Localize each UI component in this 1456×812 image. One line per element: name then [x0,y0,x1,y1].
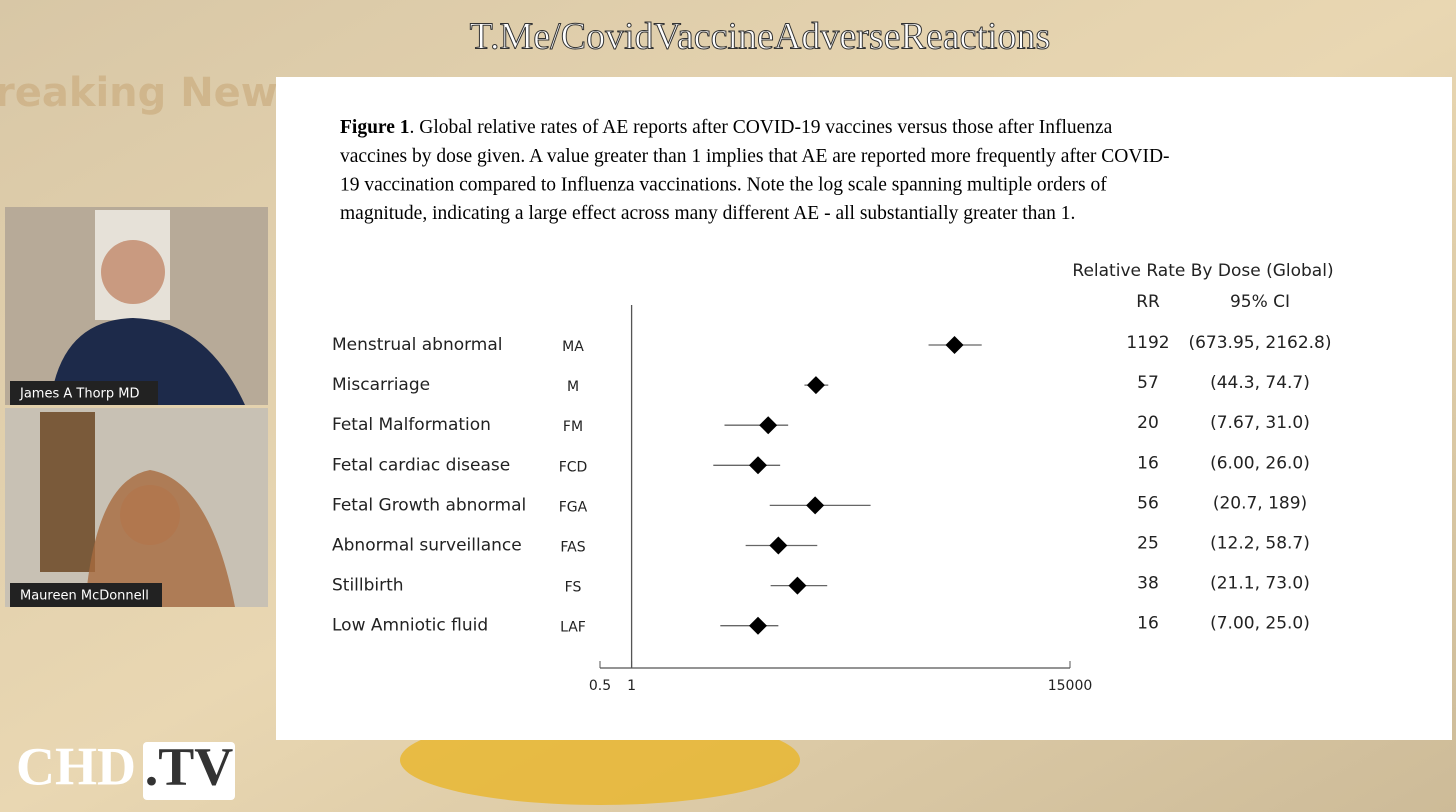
point-estimate [759,416,778,435]
caption-line: 19 vaccination compared to Influenza vac… [340,174,1107,195]
column-header: RR [1136,292,1160,312]
rr-value: 1192 [1126,333,1169,353]
background-text: reaking News [0,70,302,116]
ci-label: (21.1, 73.0) [1210,574,1310,594]
row-label: Stillbirth [332,576,404,596]
ci-label: (673.95, 2162.8) [1188,333,1331,353]
ci-label: (12.2, 58.7) [1210,534,1310,554]
row-abbreviation: FGA [559,499,588,515]
row-abbreviation: FAS [560,540,585,556]
x-tick-label: 15000 [1048,678,1093,694]
name-tag [10,381,158,405]
forest-plot: Figure 1. Global relative rates of AE re… [332,117,1334,694]
name-tag [10,583,162,607]
row-abbreviation: FM [563,419,583,435]
cabinet [40,412,95,572]
person-head [101,240,165,304]
logo-text: .TV [145,736,234,796]
point-estimate [749,456,768,475]
rr-value: 16 [1137,614,1159,634]
participant-name: James A Thorp MD [19,387,139,402]
logo-text: CHD [16,736,136,796]
row-abbreviation: M [567,379,579,395]
caption-line: magnitude, indicating a large effect acr… [340,203,1075,224]
table-title: Relative Rate By Dose (Global) [1072,261,1333,281]
row-label: Fetal Growth abnormal [332,495,526,515]
caption-label: Figure 1 [340,117,410,138]
x-tick-label: 0.5 [589,678,611,694]
rr-value: 25 [1137,534,1159,554]
ci-label: (6.00, 26.0) [1210,453,1310,473]
column-header: 95% CI [1230,292,1290,312]
x-tick-label: 1 [627,678,636,694]
logo-box [143,742,235,800]
ci-label: (7.67, 31.0) [1210,413,1310,433]
rr-value: 38 [1137,574,1159,594]
row-abbreviation: FS [565,580,582,596]
row-label: Miscarriage [332,375,430,395]
ci-label: (44.3, 74.7) [1210,373,1310,393]
rr-value: 57 [1137,373,1159,393]
point-estimate [806,376,825,395]
row-label: Fetal Malformation [332,415,491,435]
caption-line: . Global relative rates of AE reports af… [410,117,1113,138]
row-abbreviation: FCD [559,459,588,475]
caption-line: vaccines by dose given. A value greater … [340,146,1170,167]
row-label: Low Amniotic fluid [332,616,488,636]
watermark: T.Me/CovidVaccineAdverseReactions [470,16,1051,58]
point-estimate [769,536,788,555]
row-label: Abnormal surveillance [332,536,522,556]
ci-label: (7.00, 25.0) [1210,614,1310,634]
person-body [85,470,235,607]
row-label: Menstrual abnormal [332,335,503,355]
ci-label: (20.7, 189) [1213,493,1307,513]
slide [276,77,1452,740]
rr-value: 20 [1137,413,1159,433]
rr-value: 16 [1137,453,1159,473]
rr-value: 56 [1137,493,1159,513]
point-estimate [806,496,825,515]
row-abbreviation: MA [562,339,584,355]
participant-name: Maureen McDonnell [20,589,149,604]
row-abbreviation: LAF [560,620,586,636]
point-estimate [945,336,964,354]
point-estimate [749,616,768,635]
point-estimate [788,576,807,595]
caption: Figure 1. Global relative rates of AE re… [340,117,1113,138]
row-label: Fetal cardiac disease [332,455,510,475]
